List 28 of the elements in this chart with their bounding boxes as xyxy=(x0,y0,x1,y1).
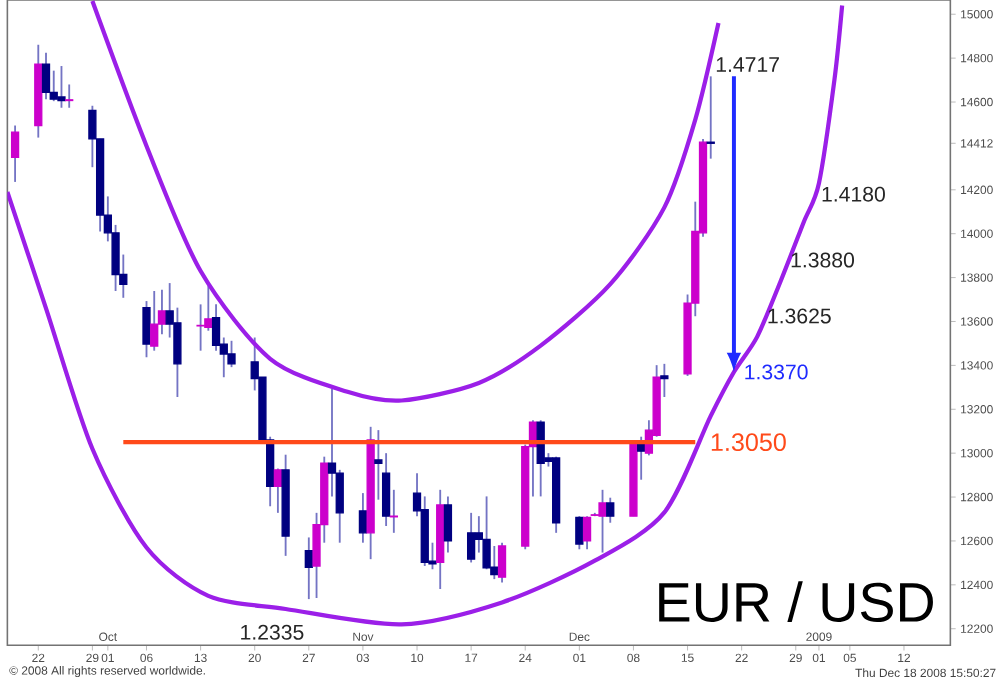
candlestick xyxy=(637,435,646,481)
annotation: 1.3880 xyxy=(791,252,855,268)
candlestick xyxy=(598,488,607,554)
candlestick xyxy=(41,51,51,100)
candlestick xyxy=(582,514,592,550)
candlestick xyxy=(490,544,499,580)
line-series xyxy=(90,0,721,403)
annotation: 1.4717 xyxy=(716,56,779,72)
candlestick xyxy=(575,514,584,550)
candlestick xyxy=(629,443,638,517)
series-label: 1.3050 xyxy=(711,432,786,451)
candlestick xyxy=(466,511,476,563)
candlestick xyxy=(150,289,159,352)
candlestick xyxy=(389,488,398,534)
candlestick xyxy=(142,299,151,358)
candlestick xyxy=(65,83,74,109)
annotation: 1.3625 xyxy=(768,308,831,324)
candlestick xyxy=(358,491,368,544)
candlestick xyxy=(10,124,20,183)
annotation: 1.4180 xyxy=(822,186,885,202)
candlestick xyxy=(606,496,615,524)
annotation: 1.3370 xyxy=(745,364,808,379)
candlestick xyxy=(497,541,507,583)
annotation: 1.2335 xyxy=(241,624,304,640)
candlestick xyxy=(443,495,453,554)
text: EUR / USD xyxy=(659,580,933,622)
candlestick xyxy=(196,302,205,352)
candlestick xyxy=(57,64,66,109)
